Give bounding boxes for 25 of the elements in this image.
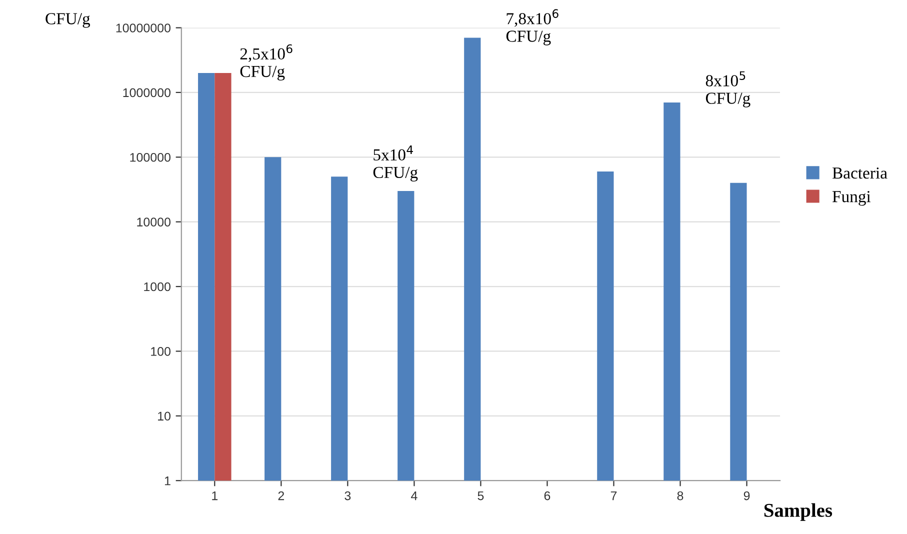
x-tick-label: 9 [744, 491, 750, 500]
y-axis-title: CFU/g [46, 13, 90, 28]
y-tick-label: 100000 [130, 152, 170, 162]
x-axis-title: Samples [764, 503, 832, 521]
annotation: 8x10$^{5}$ CFU/g [706, 71, 750, 108]
y-tick-label: 1000 [144, 282, 170, 292]
x-tick-label: 4 [411, 491, 418, 500]
y-tick-label: 10000 [137, 218, 170, 226]
x-tick-label: 5 [478, 491, 484, 500]
legend-label: Bacteria [832, 167, 888, 179]
y-tick-label: 100 [151, 347, 170, 356]
x-tick-label: 8 [677, 491, 684, 500]
y-tick-label: 10000000 [116, 24, 170, 32]
x-tick-label: 2 [278, 491, 284, 500]
annotation: 7,8x10$^{6}$ CFU/g [506, 9, 558, 46]
x-tick-label: 3 [344, 491, 351, 500]
y-tick-label: 10 [158, 412, 170, 421]
x-tick-label: 1 [212, 491, 218, 500]
legend-label: Fungi [832, 191, 871, 206]
annotation: 2,5x10$^{6}$ CFU/g [240, 44, 292, 81]
y-tick-label: 1000000 [123, 88, 170, 98]
y-tick-label: 1 [164, 476, 170, 486]
x-tick-label: 6 [544, 491, 550, 500]
annotation: 5x10$^{4}$ CFU/g [373, 145, 418, 182]
x-tick-label: 7 [610, 491, 617, 500]
